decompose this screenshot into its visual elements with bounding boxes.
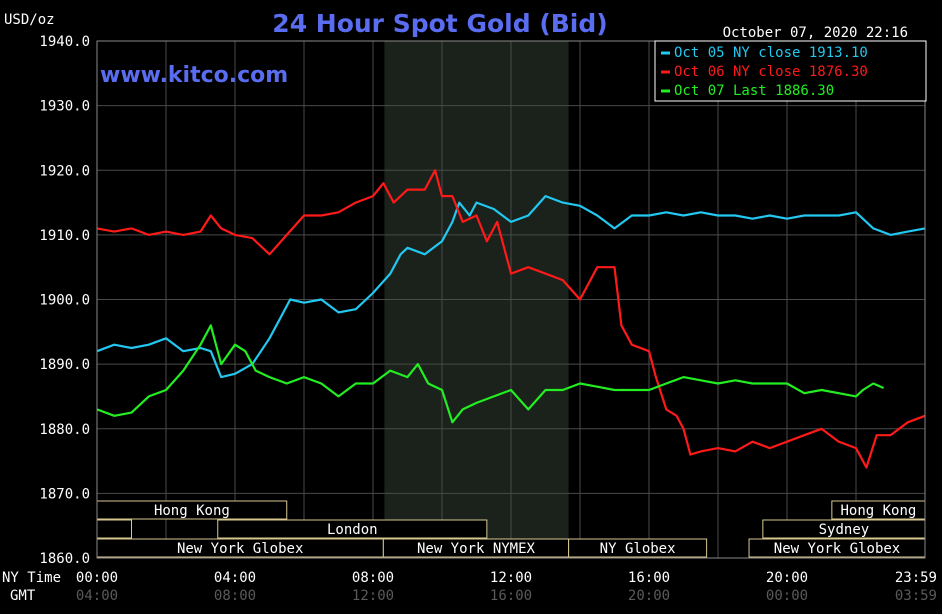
x-tick-label-gmt: 08:00 — [214, 588, 256, 604]
x-tick-label-gmt: 03:59 — [895, 588, 937, 604]
plot-frame — [96, 40, 926, 559]
grid-lines — [96, 40, 926, 559]
y-axis-unit-label: USD/oz — [4, 12, 55, 28]
x-tick-label-gmt: 04:00 — [76, 588, 118, 604]
session-label: Sydney — [819, 522, 870, 538]
y-tick-label: 1890.0 — [39, 357, 90, 373]
market-sessions: Hong Kong London New York Globex New York N… — [96, 500, 926, 558]
price-series — [96, 169, 926, 469]
axes: 1940.0 1930.0 1920.0 1910.0 1900.0 1890.0 1880… — [39, 34, 937, 604]
chart-title: 24 Hour Spot Gold (Bid) — [272, 9, 607, 38]
series-line-oct-07 — [96, 324, 885, 424]
session-label: New York Globex — [177, 541, 303, 557]
session-label: Hong Kong — [154, 503, 230, 519]
session-box — [96, 519, 132, 539]
website-label: www.kitco.com — [100, 63, 288, 88]
y-tick-label: 1930.0 — [39, 99, 90, 115]
session-label: New York NYMEX — [417, 541, 536, 557]
timestamp: October 07, 2020 22:16 — [723, 25, 908, 41]
session-label: London — [327, 522, 378, 538]
legend-entry: Oct 06 NY close 1876.30 — [674, 64, 868, 80]
series-line-oct-06 — [96, 169, 926, 469]
y-tick-label: 1860.0 — [39, 551, 90, 567]
y-tick-label: 1870.0 — [39, 486, 90, 502]
legend: Oct 05 NY close 1913.10 Oct 06 NY close 1… — [654, 40, 927, 102]
x-tick-label-gmt: 00:00 — [766, 588, 808, 604]
x-tick-label-ny: 20:00 — [766, 570, 808, 586]
x-axis-row-label-ny: NY Time — [2, 570, 61, 586]
x-tick-label-gmt: 20:00 — [628, 588, 670, 604]
x-tick-label-ny: 04:00 — [214, 570, 256, 586]
session-label: New York Globex — [774, 541, 900, 557]
x-tick-label-ny: 08:00 — [352, 570, 394, 586]
x-tick-label-gmt: 16:00 — [490, 588, 532, 604]
x-tick-label-ny: 16:00 — [628, 570, 670, 586]
series-line-oct-05 — [96, 195, 926, 379]
session-box — [568, 538, 708, 558]
session-box — [217, 519, 488, 539]
y-tick-label: 1940.0 — [39, 34, 90, 50]
legend-entry: Oct 07 Last 1886.30 — [674, 83, 834, 99]
x-axis-row-label-gmt: GMT — [10, 588, 36, 604]
x-tick-label-ny: 23:59 — [895, 570, 937, 586]
session-label: NY Globex — [600, 541, 676, 557]
legend-entry: Oct 05 NY close 1913.10 — [674, 45, 868, 61]
y-tick-label: 1910.0 — [39, 228, 90, 244]
session-label: Hong Kong — [840, 503, 916, 519]
x-tick-label-ny: 00:00 — [76, 570, 118, 586]
legend-box — [654, 40, 927, 102]
y-tick-label: 1920.0 — [39, 163, 90, 179]
x-tick-label-gmt: 12:00 — [352, 588, 394, 604]
y-tick-label: 1880.0 — [39, 422, 90, 438]
y-tick-label: 1900.0 — [39, 293, 90, 309]
x-tick-label-ny: 12:00 — [490, 570, 532, 586]
